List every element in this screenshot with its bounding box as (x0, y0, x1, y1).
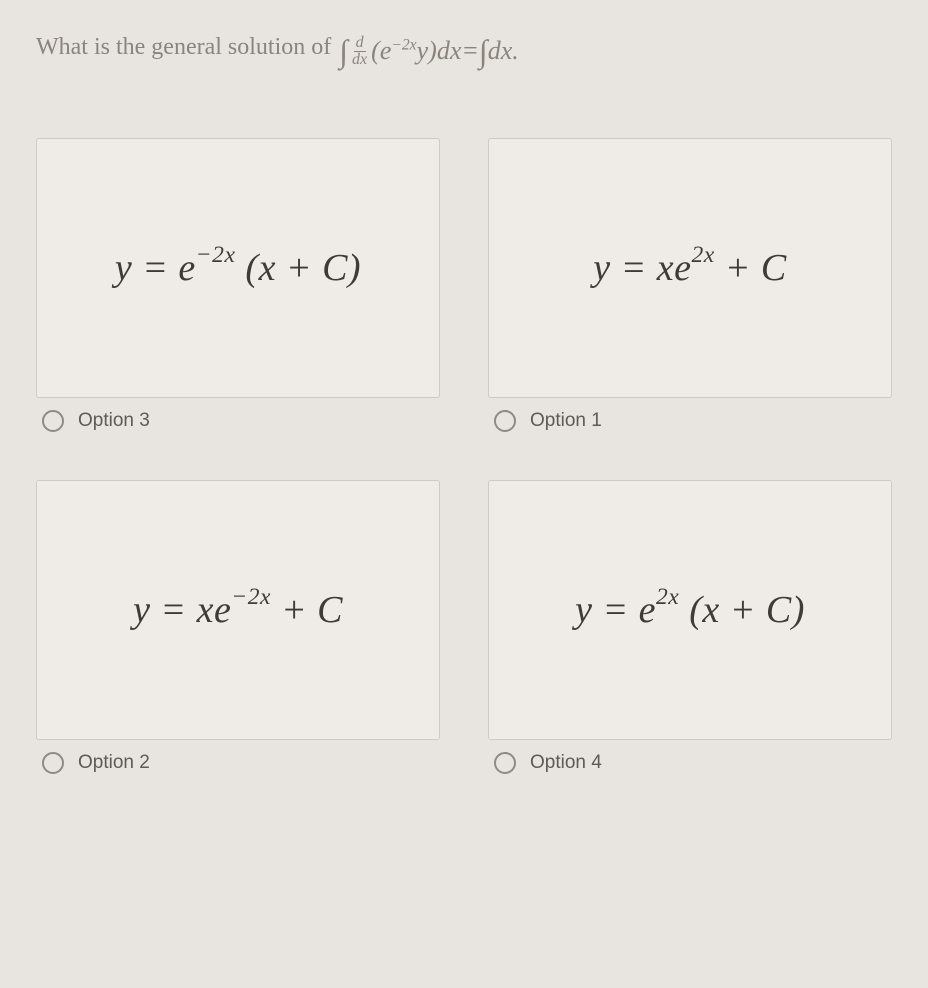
option-selector[interactable]: Option 1 (488, 398, 892, 454)
dx-2: dx (488, 36, 513, 65)
options-grid: y = e−2x (x + C) Option 3 y = xe2x + C O… (36, 138, 892, 796)
eq-open (271, 589, 281, 631)
eq-open: ( (235, 247, 258, 289)
question-equation: ∫ddx(e−2xy)dx=∫dx. (339, 30, 518, 70)
equals: = (461, 36, 479, 65)
eq-inner: x + C (702, 589, 791, 631)
integral-symbol-1: ∫ (339, 33, 348, 69)
option-cell: y = xe−2x + C Option 2 (36, 480, 440, 796)
eq-exp: 2x (692, 242, 715, 268)
eq-lhs: y = xe (593, 247, 691, 289)
option-equation: y = xe−2x + C (133, 588, 343, 632)
eq-exp: −2x (196, 242, 236, 268)
option-card[interactable]: y = e−2x (x + C) (36, 138, 440, 398)
option-label: Option 2 (78, 752, 150, 774)
eq-close: ) (348, 247, 361, 289)
fraction-num: d (354, 35, 366, 52)
fraction-den: dx (350, 52, 369, 68)
eq-lhs: y = e (115, 247, 196, 289)
option-equation: y = e2x (x + C) (575, 588, 805, 632)
option-equation: y = xe2x + C (593, 246, 786, 290)
option-card[interactable]: y = e2x (x + C) (488, 480, 892, 740)
option-label: Option 4 (530, 752, 602, 774)
radio-icon[interactable] (42, 752, 64, 774)
option-cell: y = e−2x (x + C) Option 3 (36, 138, 440, 454)
lparen: ( (371, 36, 380, 65)
option-card[interactable]: y = xe−2x + C (36, 480, 440, 740)
eq-open: ( (679, 589, 702, 631)
rparen: ) (428, 36, 437, 65)
dx-1: dx (437, 36, 462, 65)
e-base: e (380, 36, 392, 65)
y-var: y (417, 36, 429, 65)
eq-inner: x + C (259, 247, 348, 289)
eq-lhs: y = e (575, 589, 656, 631)
eq-open (715, 247, 725, 289)
option-selector[interactable]: Option 2 (36, 740, 440, 796)
fraction-d-dx: ddx (350, 35, 369, 68)
option-cell: y = xe2x + C Option 1 (488, 138, 892, 454)
eq-inner: + C (725, 247, 787, 289)
radio-icon[interactable] (42, 410, 64, 432)
option-card[interactable]: y = xe2x + C (488, 138, 892, 398)
radio-icon[interactable] (494, 752, 516, 774)
eq-inner: + C (281, 589, 343, 631)
option-selector[interactable]: Option 3 (36, 398, 440, 454)
question-row: What is the general solution of ∫ddx(e−2… (36, 28, 892, 68)
e-exponent: −2x (391, 36, 416, 53)
quiz-page: What is the general solution of ∫ddx(e−2… (0, 0, 928, 988)
eq-exp: −2x (231, 584, 271, 610)
option-equation: y = e−2x (x + C) (115, 246, 361, 290)
eq-close: ) (792, 589, 805, 631)
eq-exp: 2x (656, 584, 679, 610)
period: . (512, 36, 519, 65)
option-label: Option 1 (530, 410, 602, 432)
radio-icon[interactable] (494, 410, 516, 432)
option-cell: y = e2x (x + C) Option 4 (488, 480, 892, 796)
integral-symbol-2: ∫ (479, 33, 488, 69)
option-selector[interactable]: Option 4 (488, 740, 892, 796)
eq-lhs: y = xe (133, 589, 231, 631)
option-label: Option 3 (78, 410, 150, 432)
question-prompt: What is the general solution of (36, 34, 331, 61)
